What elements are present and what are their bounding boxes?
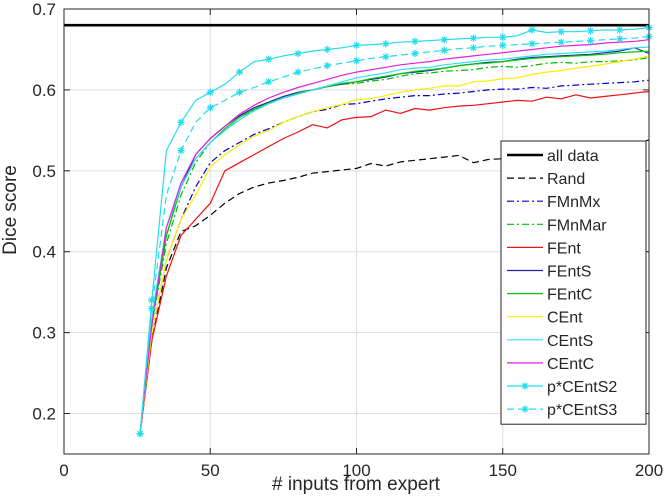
series-marker-p-cents2 [499, 33, 507, 41]
x-tick-label: 150 [489, 461, 517, 480]
legend-entry-fmnmar[interactable]: FMnMar [507, 217, 607, 234]
series-marker-p-cents2 [294, 49, 302, 58]
series-marker-p-cents3 [440, 46, 448, 54]
series-marker-p-cents3 [148, 304, 156, 312]
series-marker-p-cents3 [499, 41, 507, 50]
legend-entry-rand[interactable]: Rand [507, 171, 585, 188]
series-marker-p-cents3 [469, 44, 478, 52]
series-fent [139, 90, 650, 434]
y-tick-label: 0.2 [32, 405, 56, 424]
legend-entry-all-data[interactable]: all data [507, 148, 599, 165]
series-cents [139, 46, 650, 434]
legend-label: CEnt [547, 310, 583, 327]
ticks: 0 50 100 150 200 0.2 0.3 0.4 0.5 0.6 0.7 [32, 0, 663, 480]
legend-box [500, 140, 647, 425]
series-marker-p-cents3 [586, 36, 595, 45]
series-marker-p-cents2 [352, 41, 361, 50]
y-axis-label: Dice score [0, 165, 21, 255]
legend-label: FMnMx [547, 194, 600, 211]
legend-label: all data [547, 148, 599, 165]
y-tick-label: 0.4 [32, 243, 56, 262]
series-marker-p-cents3 [265, 78, 273, 86]
series-marker-p-cents3 [235, 88, 244, 96]
series-line-cents [139, 46, 650, 434]
series-marker-p-cents2 [528, 26, 536, 34]
x-tick-label: 0 [59, 461, 68, 480]
legend-entry-cent[interactable]: CEnt [507, 310, 583, 327]
series-fmnmx [139, 79, 650, 434]
series-cent [139, 55, 650, 434]
series-marker-p-cents3 [528, 40, 536, 48]
series-marker-p-cents3 [382, 53, 390, 61]
x-axis-label: # inputs from expert [272, 474, 441, 495]
series-marker-p-cents2 [586, 27, 595, 35]
series-marker-p-cents2 [177, 118, 185, 126]
series-fentc [139, 50, 650, 434]
series-line-fentc [139, 50, 650, 434]
series-line-p-cents3 [139, 35, 650, 434]
series-lines [64, 23, 653, 438]
series-marker-p-cents3 [294, 68, 302, 76]
y-tick-label: 0.7 [32, 0, 56, 19]
legend-entry-fentc[interactable]: FEntC [507, 287, 592, 304]
legend-label: Rand [547, 171, 585, 188]
series-marker-p-cents3 [323, 62, 331, 70]
series-marker-p-cents3 [616, 35, 624, 43]
series-marker-p-cents2 [382, 40, 390, 48]
legend-label: FEnt [547, 240, 581, 257]
series-marker-p-cents3 [411, 49, 419, 58]
legend-label: p*CEntS2 [547, 379, 617, 396]
legend-entry-fents[interactable]: FEntS [507, 264, 591, 281]
legend-label: CEntC [547, 356, 594, 373]
series-marker-p-cents2 [235, 68, 244, 76]
y-tick-label: 0.3 [32, 324, 56, 343]
series-marker-p-cents3 [206, 104, 214, 112]
y-tick-label: 0.6 [32, 81, 56, 100]
series-marker-p-cents2 [323, 45, 331, 54]
legend-entry-centc[interactable]: CEntC [507, 356, 594, 373]
x-tick-label: 50 [201, 461, 220, 480]
legend-entry-p-cents3[interactable]: p*CEntS3 [507, 402, 617, 419]
series-marker-p-cents2 [616, 26, 624, 34]
series-marker-p-cents3 [557, 38, 565, 46]
series-marker-p-cents3 [177, 146, 185, 155]
series-marker-p-cents2 [469, 34, 478, 42]
legend-entry-p-cents2[interactable]: p*CEntS2 [507, 379, 617, 396]
legend-label: FMnMar [547, 217, 607, 234]
series-marker-p-cents3 [352, 57, 361, 65]
series-marker-p-cents2 [440, 36, 448, 44]
series-line-fmnmx [139, 79, 650, 434]
series-line-centc [139, 39, 650, 434]
legend-label: FEntC [547, 287, 592, 304]
legend-marker [521, 382, 529, 390]
series-marker-p-cents2 [206, 88, 214, 96]
legend-label: FEntS [547, 264, 591, 281]
legend-entry-cents[interactable]: CEntS [507, 333, 593, 350]
series-marker-p-cents2 [148, 296, 156, 304]
series-line-fent [139, 90, 650, 434]
series-marker-p-cents2 [557, 28, 565, 36]
series-centc [139, 39, 650, 434]
x-tick-label: 200 [635, 461, 663, 480]
series-line-cent [139, 55, 650, 434]
legend-label: CEntS [547, 333, 593, 350]
legend[interactable]: all data Rand FMnMx FMnMar FEnt FEntS FEntC CEn… [500, 140, 647, 425]
legend-entry-fent[interactable]: FEnt [507, 240, 581, 257]
series-marker-p-cents2 [265, 55, 273, 63]
legend-marker [521, 405, 529, 413]
y-tick-label: 0.5 [32, 162, 56, 181]
legend-entry-fmnmx[interactable]: FMnMx [507, 194, 600, 211]
legend-label: p*CEntS3 [547, 402, 617, 419]
series-marker-p-cents3 [136, 430, 144, 438]
series-marker-p-cents2 [411, 37, 419, 45]
x-tick-label: 100 [342, 461, 370, 480]
